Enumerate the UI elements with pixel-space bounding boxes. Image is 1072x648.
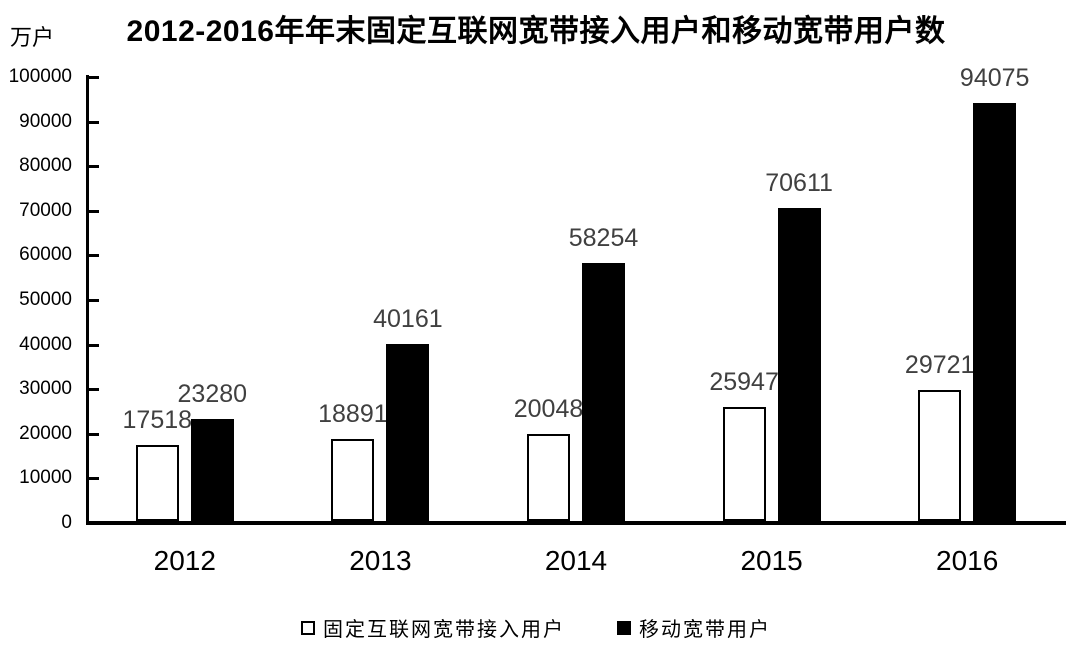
- bar-value-label: 20048: [513, 394, 584, 423]
- bar-2013-mobile: [386, 343, 430, 521]
- legend-label: 固定互联网宽带接入用户: [323, 619, 565, 641]
- x-axis-label-2016: 2016: [936, 545, 999, 576]
- bar-2015-fixed: [722, 407, 766, 521]
- x-axis-label-2015: 2015: [740, 545, 803, 576]
- y-tick-label: 70000: [19, 199, 72, 221]
- legend-item-mobile-broadband: 移动宽带用户: [617, 613, 771, 642]
- y-tick-label: 30000: [19, 378, 72, 400]
- bar-value-label: 94075: [959, 64, 1030, 93]
- bar-2014-fixed: [527, 433, 570, 521]
- y-tick-mark: [89, 209, 99, 213]
- y-tick-mark: [89, 120, 99, 124]
- legend-item-fixed-broadband: 固定互联网宽带接入用户: [301, 613, 565, 642]
- x-axis-label-2012: 2012: [153, 545, 216, 576]
- y-tick-mark: [89, 165, 99, 169]
- y-tick-mark: [89, 432, 99, 436]
- y-tick-label: 80000: [19, 155, 72, 177]
- bar-2015-mobile: [777, 208, 821, 521]
- y-tick-mark: [89, 477, 99, 481]
- y-tick-label: 100000: [8, 66, 72, 87]
- white-square-swatch-icon: [301, 620, 315, 635]
- bar-value-label: 25947: [709, 368, 779, 397]
- y-axis-unit-label: 万户: [10, 25, 55, 50]
- bar-value-label: 29721: [904, 351, 975, 380]
- y-tick-mark: [89, 343, 99, 347]
- x-axis-line: [86, 521, 1066, 525]
- bar-value-label: 70611: [765, 169, 833, 198]
- bar-value-label: 23280: [177, 380, 248, 409]
- bar-2013-fixed: [331, 438, 375, 521]
- bar-2016-mobile: [973, 103, 1017, 521]
- y-tick-label: 90000: [19, 110, 72, 132]
- y-tick-mark: [89, 76, 99, 79]
- x-axis-label-2014: 2014: [544, 545, 608, 576]
- y-tick-label: 20000: [19, 422, 72, 444]
- chart-legend: 固定互联网宽带接入用户 移动宽带用户: [0, 613, 1072, 642]
- bar-value-label: 40161: [373, 304, 443, 333]
- y-tick-mark: [89, 299, 99, 302]
- y-tick-mark: [89, 254, 99, 258]
- black-square-swatch-icon: [617, 620, 631, 635]
- y-tick-label: 0: [61, 512, 72, 533]
- legend-label: 移动宽带用户: [639, 619, 771, 641]
- bar-value-label: 17518: [122, 405, 193, 434]
- bar-2012-fixed: [135, 444, 179, 521]
- bar-2016-fixed: [918, 390, 962, 521]
- bar-value-label: 18891: [318, 399, 388, 428]
- bar-2014-mobile: [582, 263, 625, 521]
- bar-2012-mobile: [190, 419, 234, 521]
- y-axis-line: [86, 75, 89, 524]
- y-tick-mark: [89, 388, 99, 392]
- y-tick-label: 40000: [19, 333, 72, 355]
- y-tick-label: 60000: [19, 244, 72, 266]
- chart-title: 2012-2016年年末固定互联网宽带接入用户和移动宽带用户数: [126, 15, 946, 48]
- y-tick-label: 10000: [19, 467, 72, 489]
- x-axis-label-2013: 2013: [349, 545, 412, 576]
- y-tick-label: 50000: [19, 289, 72, 310]
- bar-value-label: 58254: [568, 224, 639, 253]
